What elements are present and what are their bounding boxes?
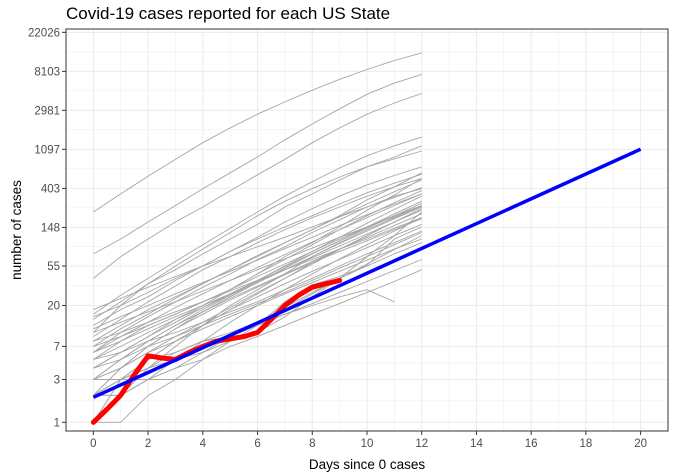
y-tick-label: 3 <box>54 374 60 386</box>
state-series-line <box>93 187 422 311</box>
x-tick-label: 12 <box>415 438 428 450</box>
trend-layer <box>92 147 642 399</box>
y-tick-label: 148 <box>41 222 60 234</box>
x-tick-label: 20 <box>634 438 647 450</box>
y-tick-label: 2981 <box>34 105 60 117</box>
x-tick-label: 2 <box>145 438 151 450</box>
y-tick-label: 22026 <box>28 27 60 39</box>
y-tick-label: 1 <box>54 417 60 429</box>
state-series-line <box>93 179 422 347</box>
state-series-line <box>93 172 422 342</box>
x-tick-label: 4 <box>200 438 207 450</box>
x-axis-title: Days since 0 cases <box>309 457 426 472</box>
x-tick-label: 14 <box>470 438 483 450</box>
state-series-line <box>93 177 422 337</box>
state-series-line <box>93 52 422 213</box>
state-series-line <box>93 92 422 279</box>
x-tick-label: 0 <box>90 438 96 450</box>
state-series-line <box>93 218 422 396</box>
trend-line <box>92 147 642 399</box>
x-tick-label: 16 <box>525 438 538 450</box>
y-tick-label: 8103 <box>34 66 60 78</box>
state-series-line <box>93 150 422 320</box>
chart-title: Covid-19 cases reported for each US Stat… <box>66 4 391 23</box>
state-series-line <box>93 73 422 255</box>
y-axis-ticks: 1 3 7 20 55 148 403 1097 2981 8103 22026 <box>28 27 66 429</box>
state-series-line <box>93 193 422 353</box>
state-series-line <box>93 193 422 330</box>
state-series-line <box>93 209 422 353</box>
y-tick-label: 20 <box>47 300 60 312</box>
y-tick-label: 55 <box>47 261 60 273</box>
y-tick-label: 403 <box>41 183 60 195</box>
state-series-line <box>93 205 422 333</box>
x-tick-label: 10 <box>361 438 374 450</box>
x-axis-ticks: 0 2 4 6 8 10 12 14 16 18 20 <box>90 431 647 450</box>
state-series-line <box>93 202 422 369</box>
y-axis-title: number of cases <box>9 180 24 280</box>
state-series-line <box>93 166 422 326</box>
state-series-line <box>93 173 422 318</box>
state-series-line <box>93 136 422 315</box>
y-tick-label: 7 <box>54 341 60 353</box>
x-tick-label: 18 <box>580 438 593 450</box>
state-series-line <box>93 213 422 380</box>
state-series-line <box>93 206 422 360</box>
y-tick-label: 1097 <box>34 144 60 156</box>
x-tick-label: 8 <box>309 438 315 450</box>
x-tick-label: 6 <box>254 438 260 450</box>
